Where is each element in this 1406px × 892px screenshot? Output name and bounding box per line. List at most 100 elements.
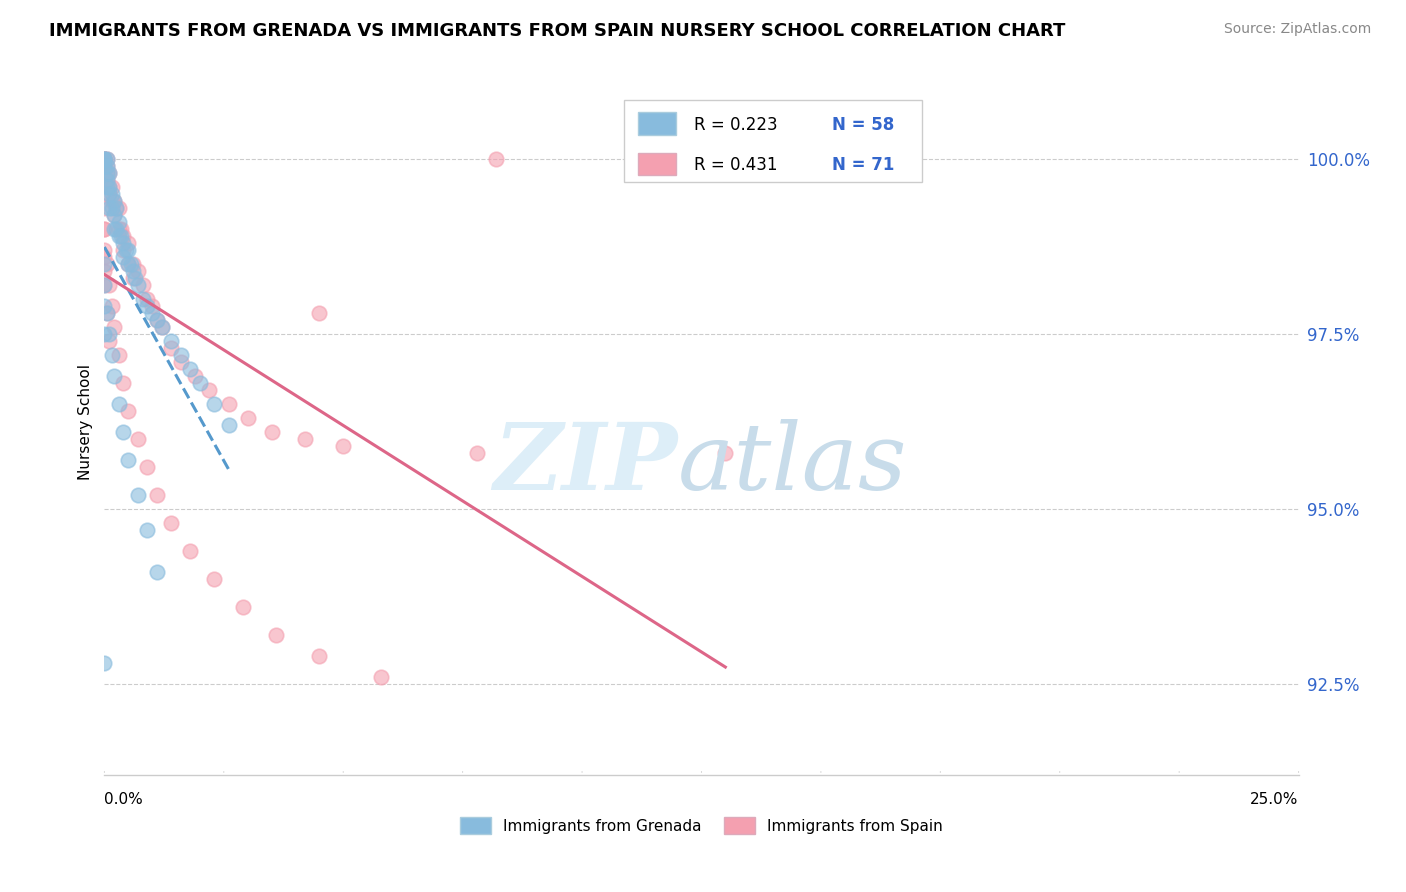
Point bbox=[107, 229, 129, 244]
Text: R = 0.431: R = 0.431 bbox=[695, 156, 778, 174]
Point bbox=[98, 180, 121, 194]
Point bbox=[100, 202, 122, 216]
Point bbox=[93, 160, 115, 174]
Point bbox=[112, 250, 135, 264]
Point bbox=[96, 160, 118, 174]
Point bbox=[465, 446, 488, 460]
Point bbox=[308, 306, 330, 320]
Point bbox=[112, 236, 135, 251]
Point bbox=[122, 271, 145, 285]
Point bbox=[117, 257, 139, 271]
Bar bbox=[638, 153, 676, 176]
Point bbox=[100, 187, 122, 202]
Point bbox=[122, 257, 145, 271]
Point bbox=[98, 327, 121, 342]
Point bbox=[98, 278, 121, 293]
Point bbox=[112, 425, 135, 439]
Point bbox=[202, 397, 225, 411]
Point bbox=[232, 599, 254, 614]
Text: ZIP: ZIP bbox=[494, 419, 678, 509]
Point bbox=[146, 565, 169, 579]
Point bbox=[131, 293, 153, 307]
Point bbox=[218, 397, 240, 411]
Point bbox=[218, 418, 240, 433]
Point bbox=[93, 278, 115, 293]
Point bbox=[146, 313, 169, 327]
Point bbox=[107, 202, 129, 216]
Point bbox=[160, 341, 183, 355]
Point bbox=[112, 244, 135, 258]
Point bbox=[107, 215, 129, 229]
Point bbox=[93, 264, 115, 278]
Point bbox=[136, 293, 159, 307]
Text: IMMIGRANTS FROM GRENADA VS IMMIGRANTS FROM SPAIN NURSERY SCHOOL CORRELATION CHAR: IMMIGRANTS FROM GRENADA VS IMMIGRANTS FR… bbox=[49, 22, 1066, 40]
Point bbox=[107, 222, 129, 236]
Point bbox=[150, 320, 173, 334]
Point bbox=[110, 222, 132, 236]
Point bbox=[150, 320, 173, 334]
Point bbox=[127, 264, 149, 278]
Point bbox=[122, 264, 145, 278]
Point bbox=[93, 153, 115, 167]
Point bbox=[100, 180, 122, 194]
Point bbox=[184, 369, 207, 384]
Point bbox=[485, 153, 508, 167]
Point bbox=[96, 173, 118, 187]
Point bbox=[117, 236, 139, 251]
Point bbox=[93, 299, 115, 313]
Point bbox=[127, 488, 149, 502]
Point bbox=[294, 432, 316, 446]
Point bbox=[105, 202, 128, 216]
Point bbox=[127, 278, 149, 293]
Point bbox=[103, 208, 125, 222]
Bar bbox=[638, 112, 676, 135]
Point bbox=[103, 194, 125, 209]
Point bbox=[93, 222, 115, 236]
Point bbox=[96, 166, 118, 180]
Point bbox=[98, 166, 121, 180]
Point bbox=[131, 278, 153, 293]
Legend: Immigrants from Grenada, Immigrants from Spain: Immigrants from Grenada, Immigrants from… bbox=[460, 816, 943, 834]
Point bbox=[170, 355, 193, 369]
Point bbox=[98, 187, 121, 202]
FancyBboxPatch shape bbox=[624, 100, 922, 182]
Point bbox=[93, 153, 115, 167]
Point bbox=[160, 334, 183, 349]
Point bbox=[136, 460, 159, 475]
Text: Source: ZipAtlas.com: Source: ZipAtlas.com bbox=[1223, 22, 1371, 37]
Text: N = 71: N = 71 bbox=[831, 156, 894, 174]
Point bbox=[105, 222, 128, 236]
Point bbox=[112, 376, 135, 391]
Point bbox=[127, 432, 149, 446]
Point bbox=[100, 348, 122, 362]
Point bbox=[124, 271, 146, 285]
Point bbox=[98, 166, 121, 180]
Point bbox=[714, 446, 737, 460]
Point bbox=[370, 670, 392, 684]
Point bbox=[100, 299, 122, 313]
Point bbox=[98, 187, 121, 202]
Point bbox=[93, 327, 115, 342]
Point bbox=[96, 160, 118, 174]
Text: R = 0.223: R = 0.223 bbox=[695, 116, 778, 134]
Point bbox=[96, 153, 118, 167]
Point bbox=[112, 229, 135, 244]
Point bbox=[93, 160, 115, 174]
Text: 25.0%: 25.0% bbox=[1250, 792, 1299, 807]
Point bbox=[103, 369, 125, 384]
Point bbox=[117, 404, 139, 418]
Point bbox=[93, 153, 115, 167]
Point bbox=[96, 306, 118, 320]
Point bbox=[98, 202, 121, 216]
Point bbox=[93, 153, 115, 167]
Point bbox=[93, 244, 115, 258]
Point bbox=[105, 202, 128, 216]
Point bbox=[103, 320, 125, 334]
Point bbox=[160, 516, 183, 530]
Point bbox=[107, 397, 129, 411]
Point bbox=[93, 153, 115, 167]
Point bbox=[98, 180, 121, 194]
Point bbox=[179, 362, 201, 376]
Point bbox=[93, 257, 115, 271]
Point bbox=[260, 425, 283, 439]
